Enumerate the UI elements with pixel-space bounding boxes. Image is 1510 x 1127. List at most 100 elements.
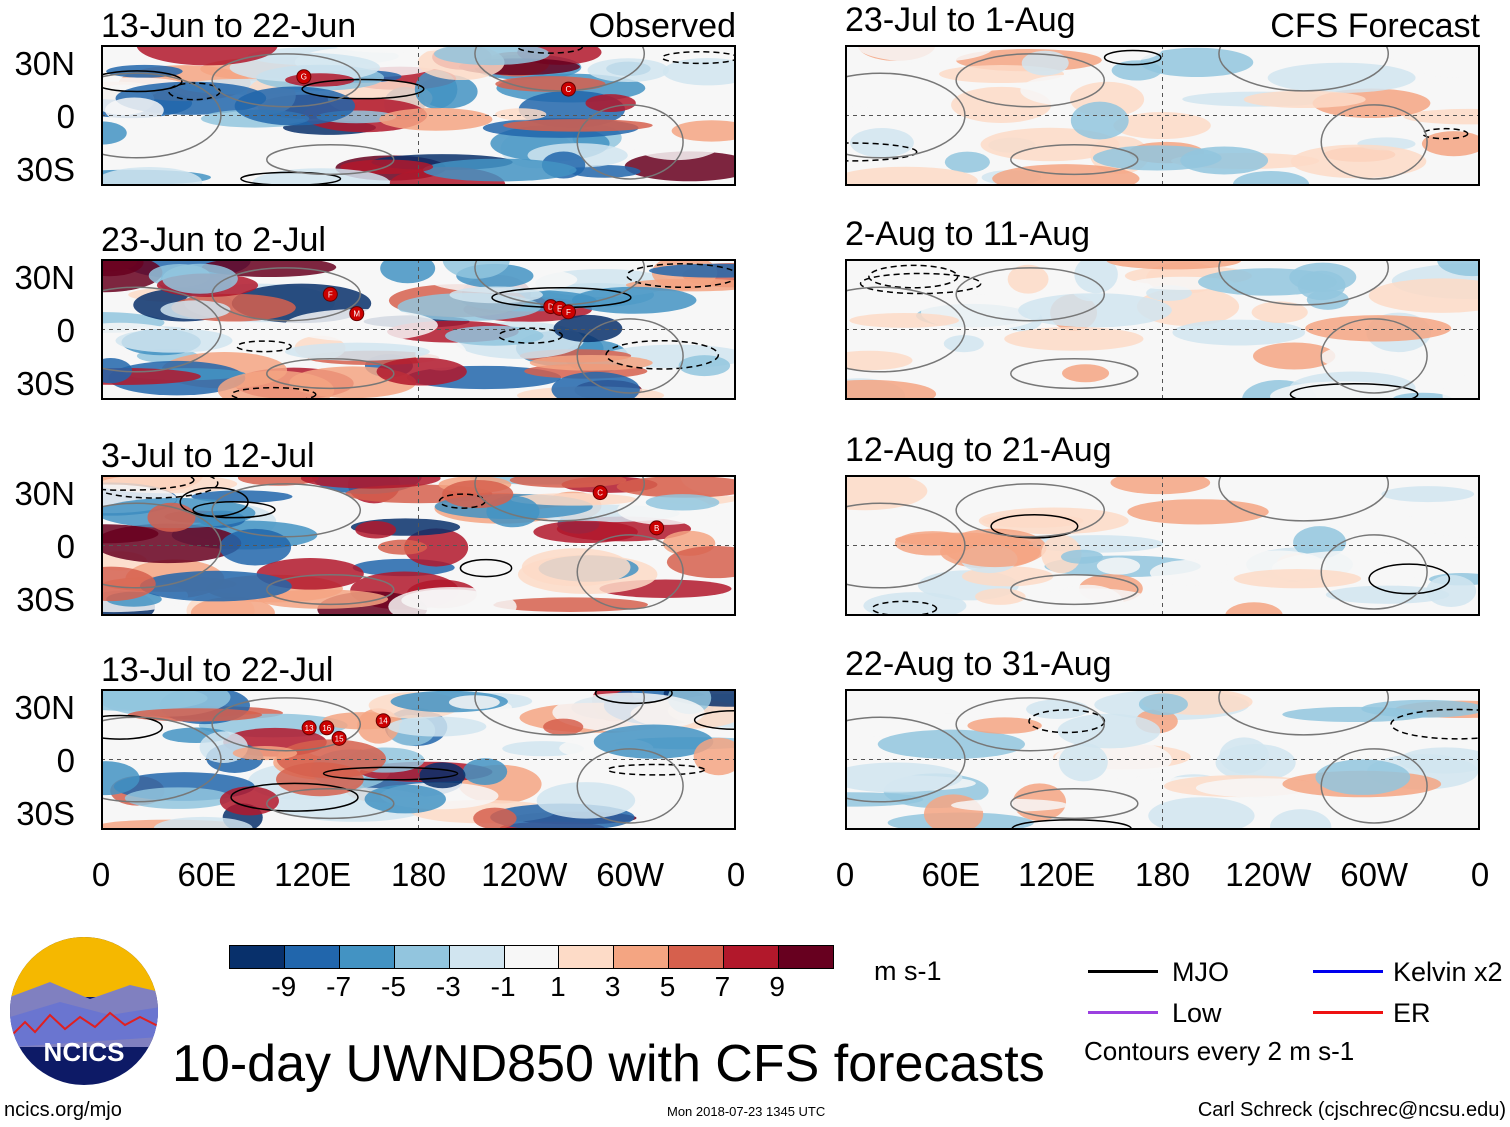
- wind-anomaly-blob: [678, 355, 731, 377]
- colorbar-swatch: [504, 946, 560, 968]
- map-panel: [845, 45, 1480, 186]
- wind-anomaly-blob: [379, 107, 493, 131]
- contour-line: [1368, 563, 1451, 595]
- map-panel: [845, 259, 1480, 400]
- coastline: [845, 286, 966, 373]
- wind-anomaly-blob: [849, 313, 960, 328]
- coastline: [576, 104, 684, 180]
- colorbar-tick-label: 9: [769, 971, 785, 1002]
- wind-anomaly-blob: [115, 328, 233, 353]
- wind-anomaly-blob: [693, 737, 736, 776]
- coastline: [955, 267, 1106, 322]
- wind-anomaly-blob: [1096, 557, 1141, 575]
- coastline: [474, 689, 646, 736]
- wind-anomaly-blob: [509, 475, 627, 488]
- lon-tick-label: 120E: [274, 856, 352, 893]
- wind-anomaly-blob: [162, 263, 238, 294]
- coastline: [576, 318, 684, 394]
- contour-line: [101, 475, 219, 499]
- wind-anomaly-blob: [1293, 526, 1347, 559]
- wind-anomaly-blob: [448, 695, 500, 710]
- wind-anomaly-blob: [1007, 264, 1049, 294]
- coastline: [1218, 475, 1390, 522]
- wind-anomaly-blob: [1026, 699, 1089, 720]
- wind-anomaly-blob: [1058, 742, 1108, 782]
- contour-line: [868, 264, 959, 289]
- wind-anomaly-blob: [571, 286, 697, 314]
- wind-anomaly-blob: [1092, 145, 1222, 171]
- coastline: [1010, 788, 1139, 820]
- wind-anomaly-blob: [136, 45, 278, 66]
- legend-line-kelvin: [1313, 970, 1383, 973]
- legend-label-low: Low: [1172, 998, 1222, 1028]
- wind-anomaly-blob: [1270, 381, 1416, 400]
- wind-anomaly-blob: [101, 121, 127, 145]
- wind-anomaly-blob: [1361, 699, 1480, 718]
- wind-anomaly-blob: [967, 717, 1042, 734]
- wind-anomaly-blob: [1225, 602, 1283, 616]
- colorbar-swatch: [449, 946, 505, 968]
- wind-anomaly-blob: [473, 807, 517, 830]
- legend-line-er: [1313, 1011, 1383, 1014]
- wind-anomaly-blob: [1057, 713, 1161, 749]
- wind-anomaly-blob: [662, 57, 736, 86]
- wind-anomaly-blob: [845, 106, 887, 126]
- lon-tick-label: 60E: [921, 856, 981, 893]
- colorbar-swatch: [559, 946, 615, 968]
- coastline: [101, 72, 222, 159]
- coastline: [474, 45, 646, 92]
- wind-anomaly-blob: [1138, 693, 1188, 716]
- storm-label: D: [548, 303, 554, 312]
- wind-anomaly-blob: [1267, 62, 1416, 93]
- wind-anomaly-blob: [585, 94, 636, 113]
- storm-marker: M: [349, 306, 365, 322]
- ncics-logo: NCICS: [10, 937, 158, 1085]
- lon-tick-label: 60W: [1340, 856, 1409, 893]
- wind-anomaly-blob: [300, 475, 441, 489]
- contour-line: [990, 513, 1079, 539]
- wind-anomaly-blob: [1381, 486, 1475, 503]
- contour-line: [236, 340, 292, 353]
- wind-anomaly-blob: [1074, 259, 1118, 294]
- colorbar-tick-label: 5: [659, 971, 676, 1002]
- wind-anomaly-blob: [648, 263, 736, 278]
- wind-anomaly-blob: [943, 335, 984, 353]
- storm-marker: F: [322, 286, 338, 302]
- panel-title: 13-Jun to 22-Jun: [101, 7, 357, 45]
- storm-label: 16: [322, 724, 331, 733]
- wind-anomaly-blob: [1270, 809, 1332, 830]
- colorbar-tick-label: -3: [435, 971, 461, 1002]
- lat-tick-label: 0: [56, 528, 75, 565]
- lon-tick-label: 120W: [481, 856, 568, 893]
- wind-anomaly-blob: [553, 314, 623, 343]
- colorbar-tick-label: 7: [714, 971, 731, 1002]
- wind-anomaly-blob: [1219, 737, 1269, 774]
- lon-tick-label: 180: [1134, 856, 1191, 893]
- wind-anomaly-blob: [1149, 559, 1237, 586]
- wind-anomaly-blob: [1032, 475, 1087, 501]
- storm-marker: 15: [331, 730, 347, 746]
- contour-line: [845, 142, 918, 162]
- storm-marker: B: [649, 520, 665, 536]
- wind-anomaly-blob: [521, 548, 631, 587]
- lat-tick-label: 0: [56, 98, 75, 135]
- wind-anomaly-blob: [529, 354, 653, 371]
- coastline: [955, 483, 1106, 538]
- wind-anomaly-blob: [1004, 326, 1144, 351]
- wind-anomaly-blob: [153, 816, 253, 830]
- wind-anomaly-blob: [616, 475, 736, 498]
- wind-anomaly-blob: [422, 158, 577, 182]
- lon-tick-label: 60W: [596, 856, 665, 893]
- wind-anomaly-blob: [850, 127, 914, 158]
- coastline: [266, 574, 395, 606]
- wind-anomaly-blob: [1021, 50, 1069, 76]
- panel-title: 23-Jun to 2-Jul: [101, 221, 326, 259]
- wind-anomaly-blob: [364, 784, 446, 814]
- wind-anomaly-blob: [1172, 319, 1306, 346]
- footer-link[interactable]: ncics.org/mjo: [4, 1099, 122, 1121]
- coastline: [1218, 259, 1390, 306]
- storm-marker: 14: [375, 713, 391, 729]
- panel-title: 22-Aug to 31-Aug: [845, 645, 1112, 683]
- storm-label: M: [353, 310, 360, 319]
- column-label: Observed: [588, 7, 736, 45]
